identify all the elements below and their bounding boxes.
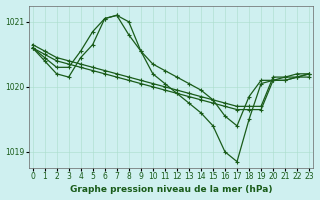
X-axis label: Graphe pression niveau de la mer (hPa): Graphe pression niveau de la mer (hPa) [70, 185, 272, 194]
